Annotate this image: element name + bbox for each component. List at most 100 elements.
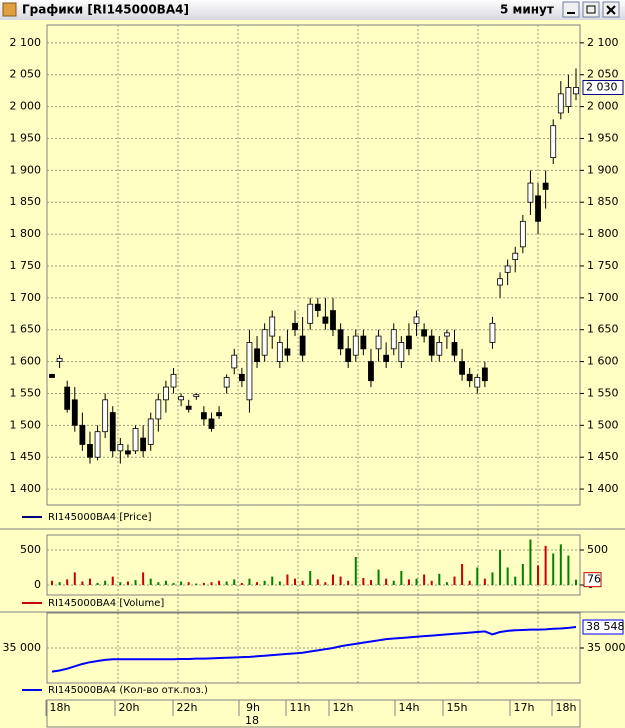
volume-bar — [301, 580, 304, 585]
candle-body — [352, 335, 359, 356]
volume-bar — [453, 576, 456, 585]
candle-body — [330, 310, 336, 331]
volume-bar — [149, 578, 152, 585]
volume-bar — [445, 582, 448, 585]
volume-bar — [104, 580, 107, 585]
y-tick-label-right: 1 400 — [587, 482, 619, 495]
maximize-button[interactable] — [582, 1, 600, 18]
candle-body — [125, 450, 131, 455]
candle-body — [443, 332, 450, 337]
volume-bar — [468, 580, 471, 585]
candle-body — [231, 354, 238, 369]
volume-bar — [240, 582, 243, 585]
volume-bar — [294, 578, 297, 585]
candle-body — [117, 444, 124, 452]
window-buttons[interactable] — [562, 1, 620, 18]
volume-bar — [430, 580, 433, 585]
candle-body — [368, 361, 374, 382]
candle-body — [238, 373, 245, 382]
candle-body — [489, 322, 496, 343]
last-value-label: 76 — [587, 573, 601, 586]
volume-bar — [119, 582, 122, 585]
candle-body — [314, 303, 321, 311]
volume-bar — [142, 572, 145, 585]
oi-line — [51, 626, 577, 673]
volume-bar — [256, 582, 259, 585]
last-value-label: 2 030 — [586, 80, 618, 93]
volume-bar — [248, 578, 251, 585]
x-tick-label: 9h — [246, 701, 260, 714]
candle-body — [519, 220, 526, 248]
candle-body — [375, 335, 382, 350]
candle-body — [56, 357, 63, 362]
legend-label: RI145000BA4 (Кол-во отк.поз.) — [48, 685, 208, 696]
volume-bar — [438, 573, 441, 585]
candle-body — [200, 412, 207, 420]
y-tick-label: 1 800 — [10, 227, 42, 240]
candle-body — [474, 377, 481, 388]
volume-bar — [347, 580, 350, 585]
y-tick-label-right: 1 450 — [587, 450, 619, 463]
y-tick-label-right: 2 050 — [587, 68, 619, 81]
candle-body — [337, 329, 344, 350]
candle-body — [223, 377, 230, 388]
volume-bar — [73, 572, 76, 585]
candle-body — [170, 373, 177, 388]
candle-body — [109, 412, 116, 452]
volume-bar — [476, 567, 479, 585]
candle-body — [565, 87, 572, 107]
volume-bar — [552, 553, 555, 585]
volume-bar — [278, 581, 281, 585]
window-title: Графики [RI145000BA4] — [22, 3, 189, 17]
volume-bar — [210, 582, 213, 585]
candle-body — [322, 316, 329, 324]
volume-bar — [51, 580, 53, 585]
candle-body — [573, 87, 579, 95]
candle-body — [451, 342, 458, 356]
volume-bar — [354, 556, 357, 585]
y-tick-label-right: 1 950 — [587, 131, 619, 144]
x-tick-label: 15h — [447, 701, 468, 714]
volume-bar — [362, 577, 365, 585]
plot-frame — [46, 534, 581, 596]
volume-bar — [400, 570, 403, 585]
period: 5 минут — [500, 3, 554, 17]
volume-bar — [529, 539, 532, 585]
candle-body — [163, 386, 169, 401]
y-tick-label-right: 1 650 — [587, 323, 619, 336]
candle-body — [276, 342, 283, 362]
candle-body — [208, 418, 215, 429]
volume-bar — [58, 582, 61, 585]
y-tick-label-right: 1 550 — [587, 386, 619, 399]
candle-body — [345, 348, 352, 362]
volume-bar — [263, 580, 266, 585]
volume-bar — [575, 579, 577, 585]
candle-body — [497, 278, 503, 286]
volume-bar — [271, 576, 274, 585]
x-tick-label: 12h — [333, 701, 354, 714]
y-tick-label-right: 35 000 — [587, 641, 625, 654]
last-value-box — [582, 619, 624, 635]
volume-bar — [339, 576, 342, 585]
volume-bar — [172, 582, 175, 585]
candle-body — [261, 329, 268, 356]
candle-body — [254, 348, 260, 362]
candle-body — [147, 418, 154, 445]
volume-bar — [88, 578, 91, 585]
candle-body — [390, 329, 397, 350]
y-tick-label: 1 400 — [10, 482, 42, 495]
minimize-button[interactable] — [562, 1, 580, 18]
candle-body — [550, 125, 557, 158]
candle-body — [557, 93, 564, 114]
x-axis-strip — [46, 699, 581, 728]
candle-body — [64, 386, 71, 410]
volume-bar — [544, 545, 547, 585]
candle-body — [102, 399, 109, 433]
candle-body — [71, 399, 78, 426]
volume-bar — [66, 579, 69, 585]
y-tick-label-right: 1 700 — [587, 291, 619, 304]
y-tick-label: 1 600 — [10, 355, 42, 368]
y-tick-label: 2 000 — [10, 100, 42, 113]
